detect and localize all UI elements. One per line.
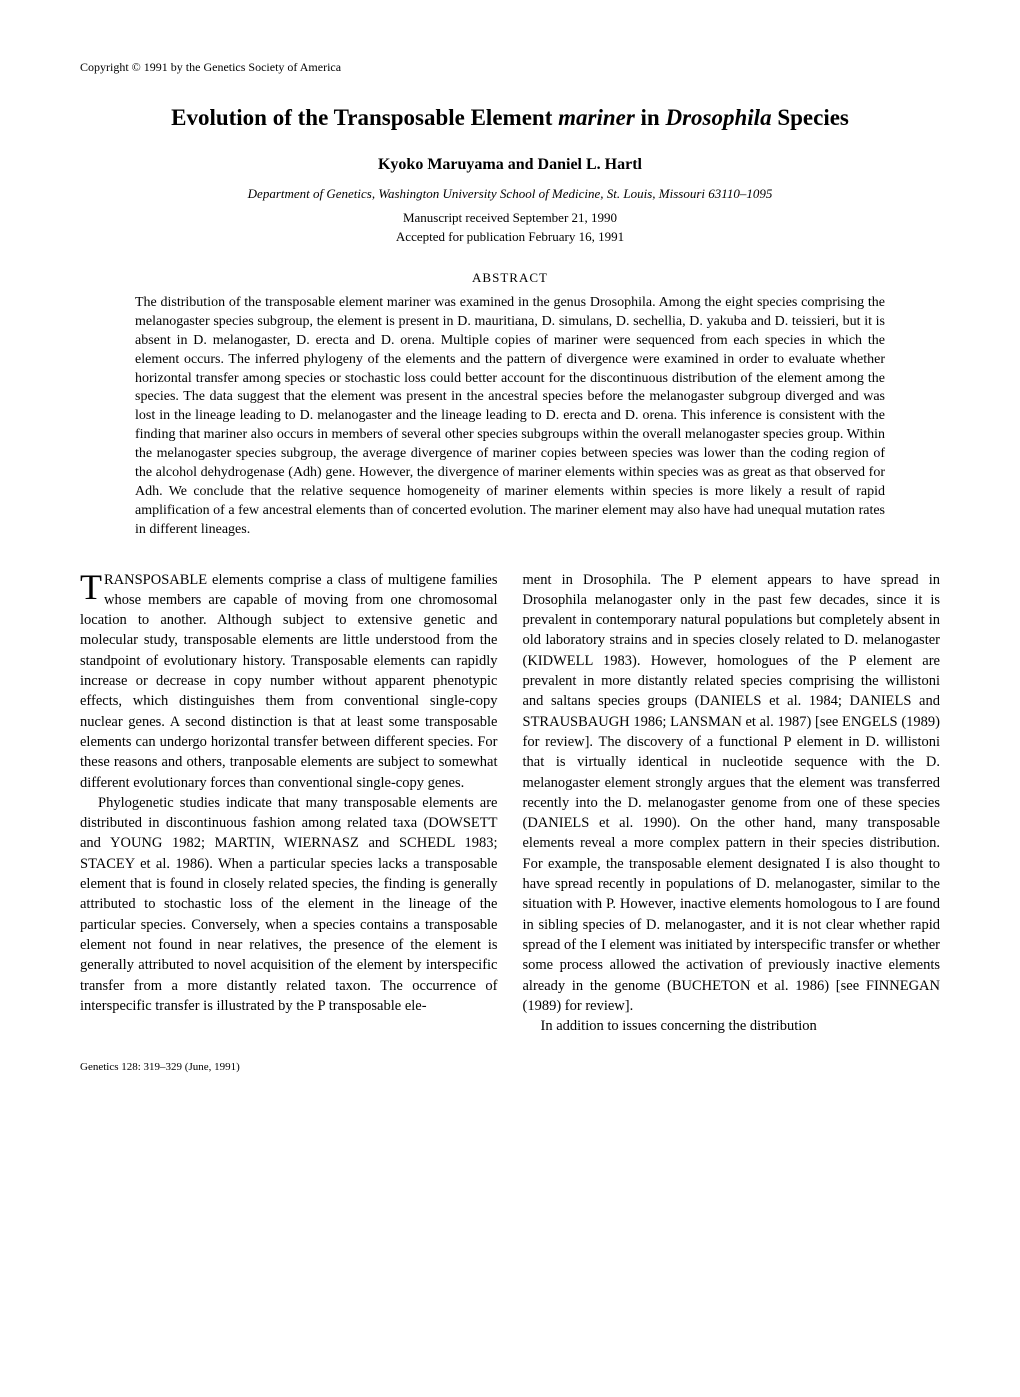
article-title: Evolution of the Transposable Element ma…: [80, 105, 940, 131]
paragraph-1: TRANSPOSABLE elements comprise a class o…: [80, 570, 498, 793]
title-text-2: in: [635, 105, 666, 130]
abstract-heading: ABSTRACT: [80, 270, 940, 286]
paragraph-4: In addition to issues concerning the dis…: [523, 1016, 941, 1036]
body-columns: TRANSPOSABLE elements comprise a class o…: [80, 570, 940, 1037]
title-text-1: Evolution of the Transposable Element: [171, 105, 558, 130]
affiliation-line: Department of Genetics, Washington Unive…: [80, 186, 940, 202]
paragraph-2: Phylogenetic studies indicate that many …: [80, 793, 498, 1016]
title-italic-1: mariner: [558, 105, 635, 130]
date-accepted: Accepted for publication February 16, 19…: [80, 229, 940, 245]
authors-line: Kyoko Maruyama and Daniel L. Hartl: [80, 156, 940, 174]
title-text-3: Species: [772, 105, 849, 130]
paragraph-3: ment in Drosophila. The P element appear…: [523, 570, 941, 1017]
abstract-body: The distribution of the transposable ele…: [135, 294, 885, 540]
title-italic-2: Drosophila: [665, 105, 771, 130]
date-received: Manuscript received September 21, 1990: [80, 210, 940, 226]
column-left: TRANSPOSABLE elements comprise a class o…: [80, 570, 498, 1037]
paragraph-1-text: RANSPOSABLE elements comprise a class of…: [80, 572, 498, 791]
copyright-line: Copyright © 1991 by the Genetics Society…: [80, 60, 940, 75]
dropcap: T: [80, 572, 102, 603]
journal-footer: Genetics 128: 319–329 (June, 1991): [80, 1061, 940, 1073]
column-right: ment in Drosophila. The P element appear…: [523, 570, 941, 1037]
